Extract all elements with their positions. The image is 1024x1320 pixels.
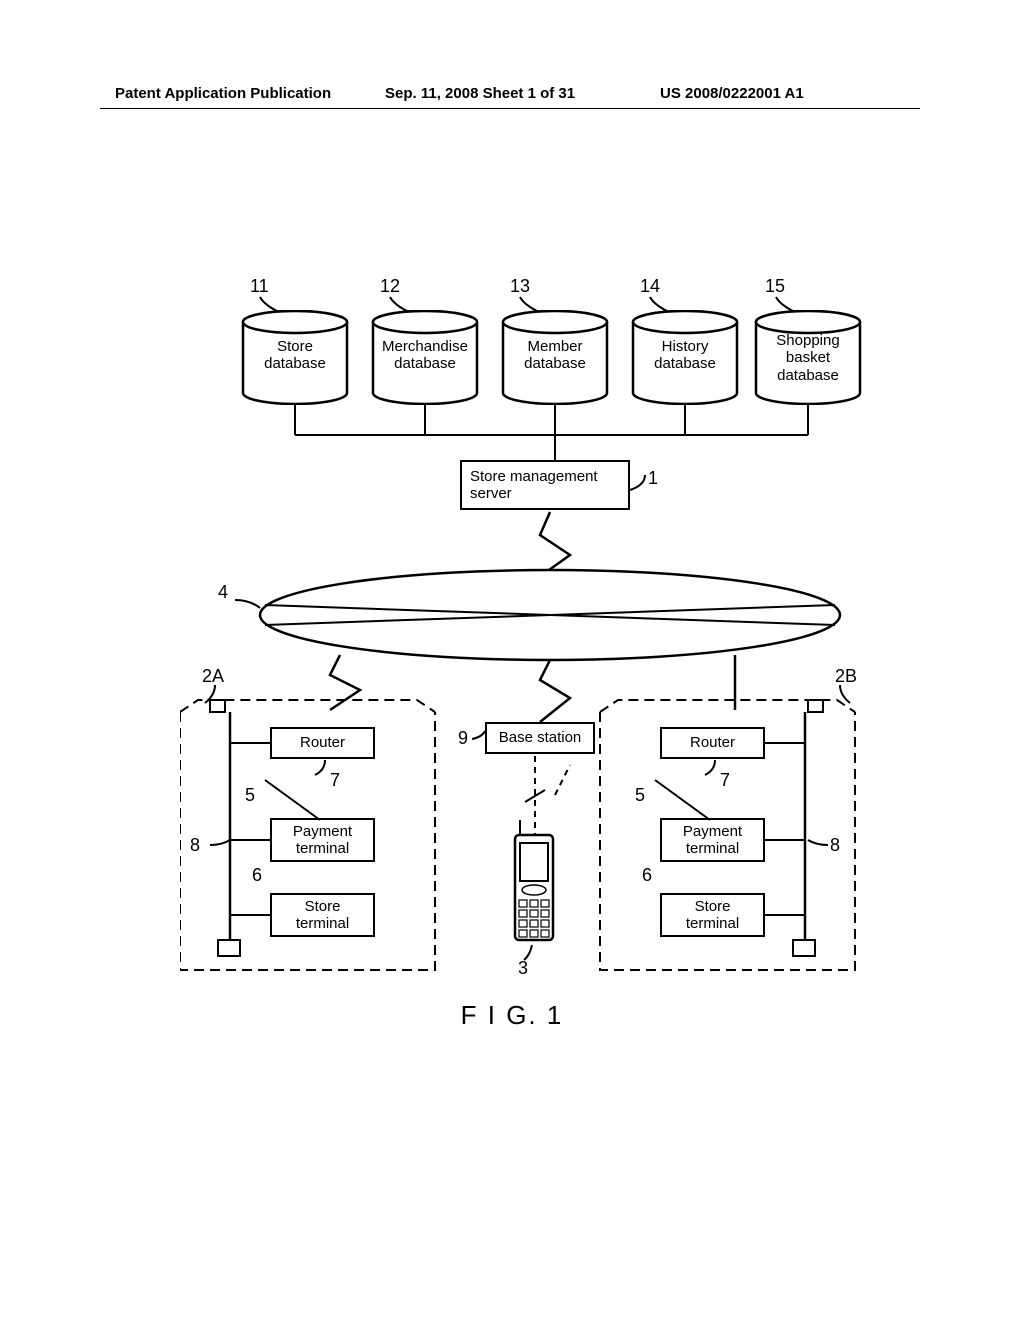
figure-caption: F I G. 1 (0, 1000, 1024, 1031)
header-right: US 2008/0222001 A1 (660, 85, 804, 102)
header-rule (100, 108, 920, 109)
header-left: Patent Application Publication (115, 85, 331, 102)
figure-1-diagram: Storedatabase Merchandisedatabase Member… (180, 280, 844, 980)
phone-icon (180, 280, 880, 980)
header-center: Sep. 11, 2008 Sheet 1 of 31 (385, 85, 575, 102)
